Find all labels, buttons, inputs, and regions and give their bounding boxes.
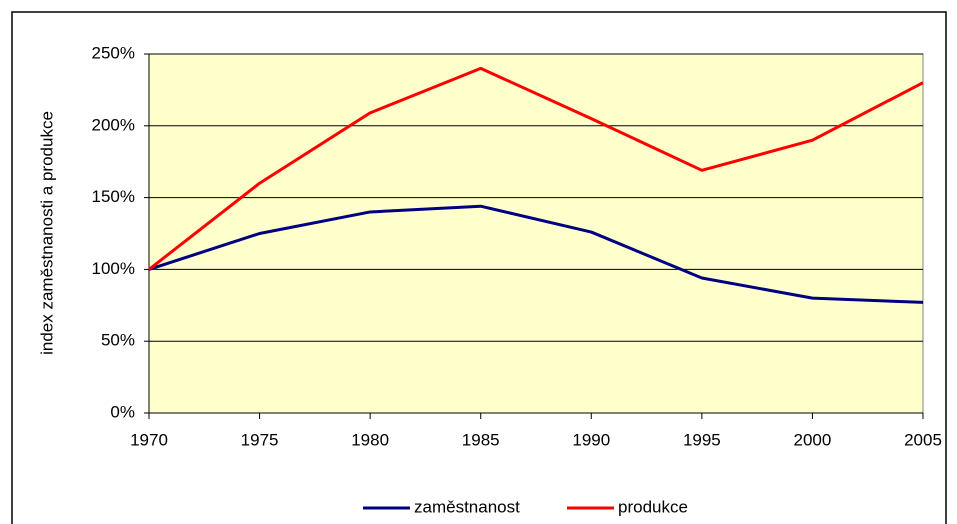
y-tick-label: 100% — [92, 259, 135, 278]
y-tick-label: 50% — [101, 331, 135, 350]
x-tick-label: 1990 — [572, 430, 610, 449]
x-tick-label: 1975 — [241, 430, 279, 449]
x-tick-label: 1970 — [130, 430, 168, 449]
x-tick-label: 1980 — [351, 430, 389, 449]
x-tick-label: 2000 — [794, 430, 832, 449]
y-tick-label: 0% — [110, 402, 135, 421]
series-line — [148, 66, 924, 271]
y-tick-label: 150% — [92, 187, 135, 206]
y-axis-label: index zaměstnanosti a produkce — [37, 111, 56, 355]
plot-area — [148, 53, 924, 414]
x-tick-label: 2005 — [904, 430, 942, 449]
legend-label: produkce — [618, 497, 688, 516]
x-tick-label: 1995 — [683, 430, 721, 449]
x-tick-label: 1985 — [462, 430, 500, 449]
y-tick-label: 250% — [92, 43, 135, 62]
series-line — [148, 204, 924, 304]
y-tick-label: 200% — [92, 115, 135, 134]
legend-label: zaměstnanost — [414, 497, 520, 516]
